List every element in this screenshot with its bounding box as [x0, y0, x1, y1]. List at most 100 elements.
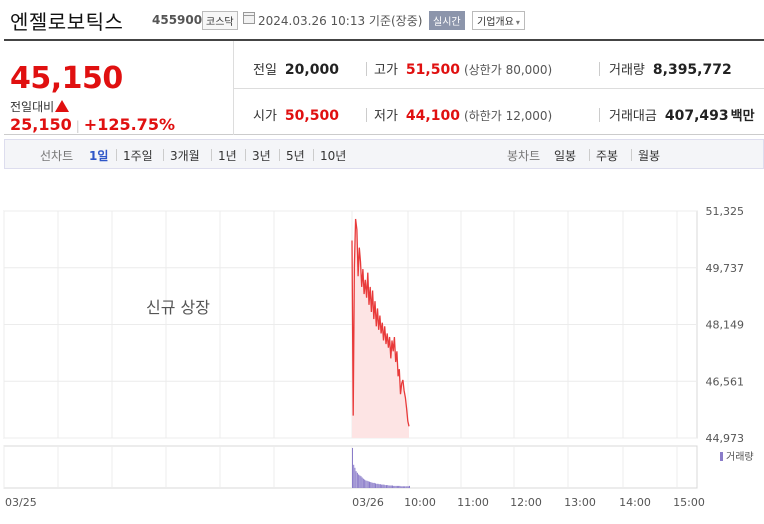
volume-bar [401, 486, 403, 488]
volume-bar [400, 486, 402, 488]
volume-bar [370, 482, 372, 488]
volume-bar [392, 485, 393, 488]
volume-bar [393, 485, 395, 488]
volume-bar [381, 484, 383, 488]
volume-bar [384, 485, 386, 488]
volume-bar [365, 480, 367, 488]
volume-bar [354, 467, 356, 488]
period-1d[interactable]: 1일 [89, 149, 109, 163]
volume-bar [376, 483, 378, 488]
volume-bar [409, 485, 410, 488]
prev-close: 전일 20,000 [253, 62, 339, 78]
period-weekly-candle[interactable]: 주봉 [596, 149, 619, 163]
volume-bar [396, 485, 398, 488]
period-daily-candle[interactable]: 일봉 [554, 149, 577, 163]
x-tick-label: 14:00 [619, 496, 651, 509]
x-tick-label: 15:00 [673, 496, 705, 509]
y-tick-label: 49,737 [706, 262, 745, 275]
quote-summary: 45,150 전일대비25,150 | +125.75% 전일 20,000 고가 51… [4, 39, 764, 135]
volume-bar [361, 477, 363, 488]
trading-value: 거래대금 407,493 백만 [609, 108, 755, 124]
volume-plot-frame [3, 445, 698, 489]
divider [589, 149, 590, 161]
period-3y[interactable]: 3년 [252, 149, 271, 163]
volume-bar [355, 471, 357, 488]
period-1w[interactable]: 1주일 [123, 149, 153, 163]
y-tick-label: 51,325 [706, 205, 745, 218]
divider [163, 149, 164, 161]
volume-bar [358, 474, 360, 488]
divider [599, 108, 600, 122]
market-badge: 코스닥 [202, 11, 238, 30]
x-tick-label: 10:00 [404, 496, 436, 509]
change-percent: +125.75% [83, 115, 175, 134]
volume-bar [386, 485, 387, 488]
period-monthly-candle[interactable]: 월봉 [638, 149, 661, 163]
divider [245, 149, 246, 161]
row-divider [234, 88, 764, 89]
volume-bar [395, 485, 397, 488]
volume-bar [353, 464, 355, 488]
company-info-label: 기업개요 [477, 17, 514, 28]
volume-bar [364, 479, 366, 488]
x-tick-label: 11:00 [457, 496, 489, 509]
volume-bar [352, 448, 353, 488]
volume-bar [359, 475, 361, 488]
volume-bar [371, 482, 373, 488]
volume-bar [369, 481, 370, 488]
change-amount: 25,150 [10, 115, 72, 134]
x-tick-label: 03/26 [352, 496, 384, 509]
divider [366, 108, 367, 122]
low-price: 저가 44,100 (하한가 12,000) [374, 108, 553, 124]
y-tick-label: 48,149 [706, 319, 745, 332]
volume-bar [394, 485, 396, 488]
period-5y[interactable]: 5년 [286, 149, 305, 163]
x-tick-label: 13:00 [564, 496, 596, 509]
x-tick-label: 03/25 [5, 496, 37, 509]
divider [366, 62, 367, 76]
y-tick-label: 46,561 [706, 375, 745, 388]
high-price: 고가 51,500 (상한가 80,000) [374, 62, 553, 78]
chart-canvas: 51,325 49,737 48,149 46,561 44,973 03/25 03/26… [3, 205, 745, 509]
up-arrow-icon [55, 100, 70, 112]
volume-legend-label: 거래량 [726, 452, 754, 463]
candle-chart-label: 봉차트 [507, 149, 541, 163]
volume-bar [367, 481, 369, 488]
price-line-series [351, 218, 410, 427]
volume-bar [375, 483, 376, 488]
price-chart: 51,325 49,737 48,149 46,561 44,973 03/25 03/26… [0, 190, 764, 524]
stock-header: 엔젤로보틱스 455900 코스닥 2024.03.26 10:13 기준(장중… [0, 0, 764, 38]
volume-bar [389, 485, 391, 488]
divider [279, 149, 280, 161]
change-label: 전일대비 [10, 100, 55, 114]
realtime-button[interactable]: 실시간 [429, 11, 465, 30]
divider [116, 149, 117, 161]
open-price: 시가 50,500 [253, 108, 339, 124]
period-1y[interactable]: 1년 [218, 149, 237, 163]
volume-bar [362, 478, 364, 488]
quote-datetime: 2024.03.26 10:13 기준(장중) [258, 14, 423, 28]
volume-bar [372, 482, 374, 488]
volume-bar [388, 485, 390, 488]
divider: | [75, 119, 80, 133]
volume-bar [405, 486, 407, 488]
volume-bar [387, 485, 389, 488]
volume-bar [406, 486, 408, 488]
company-info-dropdown[interactable]: 기업개요 ▾ [472, 11, 525, 30]
period-3m[interactable]: 3개월 [170, 149, 200, 163]
volume-bar [356, 472, 358, 488]
volume-bar [399, 485, 401, 488]
volume-bar [404, 486, 406, 488]
chart-period-bar: 선차트 1일 1주일 3개월 1년 3년 5년 10년 봉차트 일봉 주봉 월봉 [4, 139, 764, 169]
chevron-down-icon: ▾ [515, 18, 520, 27]
volume-bar [402, 486, 404, 488]
volume-bar [378, 484, 380, 488]
calendar-icon [243, 12, 255, 24]
period-10y[interactable]: 10년 [320, 149, 347, 163]
divider [313, 149, 314, 161]
divider [631, 149, 632, 161]
divider [599, 62, 600, 76]
volume-bar [398, 485, 400, 488]
volume: 거래량 8,395,772 [609, 62, 732, 78]
volume-bar [366, 480, 368, 488]
